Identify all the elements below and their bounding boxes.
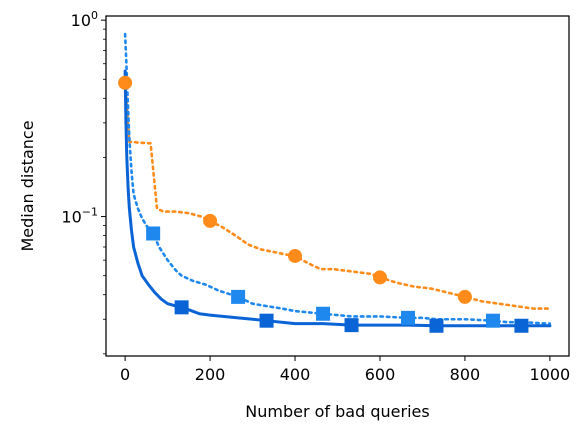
series-3-point <box>429 318 444 333</box>
y-tick-base: 10 <box>71 11 91 30</box>
series-2-point <box>231 289 246 304</box>
y-tick-base: 10 <box>61 208 81 227</box>
series-3-point <box>514 318 529 333</box>
series-line-2 <box>123 32 552 325</box>
series-3-point <box>344 318 359 333</box>
marker-layer <box>118 75 529 333</box>
x-axis-label: Number of bad queries <box>245 402 429 421</box>
series-2-point <box>146 226 161 241</box>
series-3-point <box>174 300 189 315</box>
series-line-1 <box>123 81 552 310</box>
series-1-point <box>118 75 133 90</box>
y-tick-exponent: −1 <box>82 206 98 219</box>
series-1-point <box>372 270 387 285</box>
series-1-point <box>203 213 218 228</box>
x-tick-label: 0 <box>120 365 130 384</box>
series-2-point <box>401 310 416 325</box>
series-1-point <box>457 289 472 304</box>
series-2-point <box>316 306 331 321</box>
x-tick-label: 200 <box>195 365 226 384</box>
series-3-point <box>259 313 274 328</box>
y-tick-label: 10−1 <box>61 206 98 227</box>
y-axis-label: Median distance <box>18 120 37 251</box>
y-tick-label: 100 <box>71 9 98 30</box>
series-line-3 <box>123 69 552 328</box>
y-tick-exponent: 0 <box>91 9 98 22</box>
plot-frame <box>105 15 570 357</box>
series-2-point <box>485 313 500 328</box>
x-tick-label: 600 <box>365 365 396 384</box>
x-tick-label: 1000 <box>530 365 571 384</box>
x-tick-label: 400 <box>280 365 311 384</box>
series-1-point <box>288 248 303 263</box>
series-layer <box>123 32 552 328</box>
x-tick-label: 800 <box>450 365 481 384</box>
